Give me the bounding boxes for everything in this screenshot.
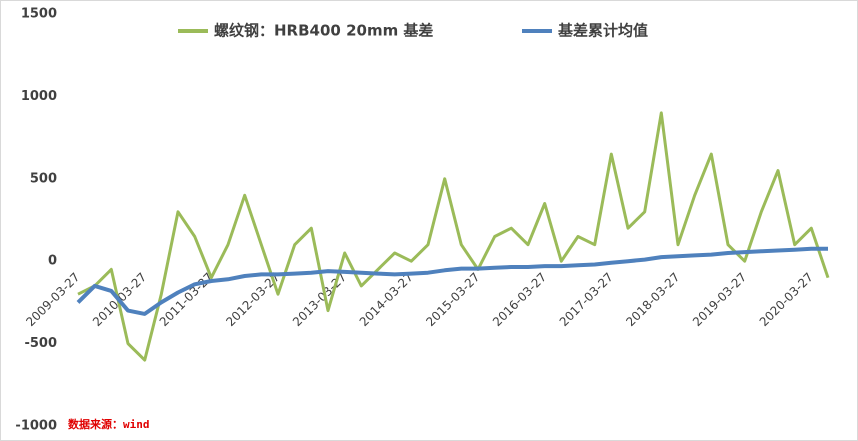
legend-label: 螺纹钢：HRB400 20mm 基差 (214, 22, 433, 40)
y-tick-label: 500 (30, 171, 57, 186)
series-line (76, 246, 828, 316)
legend-label: 基差累计均值 (557, 22, 648, 40)
y-tick-label: -1000 (15, 419, 57, 434)
series-line (77, 111, 830, 362)
source-note: 数据来源：wind (68, 417, 150, 431)
y-tick-label: 0 (48, 254, 57, 269)
y-tick-label: 1500 (21, 7, 57, 22)
y-tick-label: 1000 (21, 89, 57, 104)
y-tick-label: -500 (24, 336, 57, 351)
